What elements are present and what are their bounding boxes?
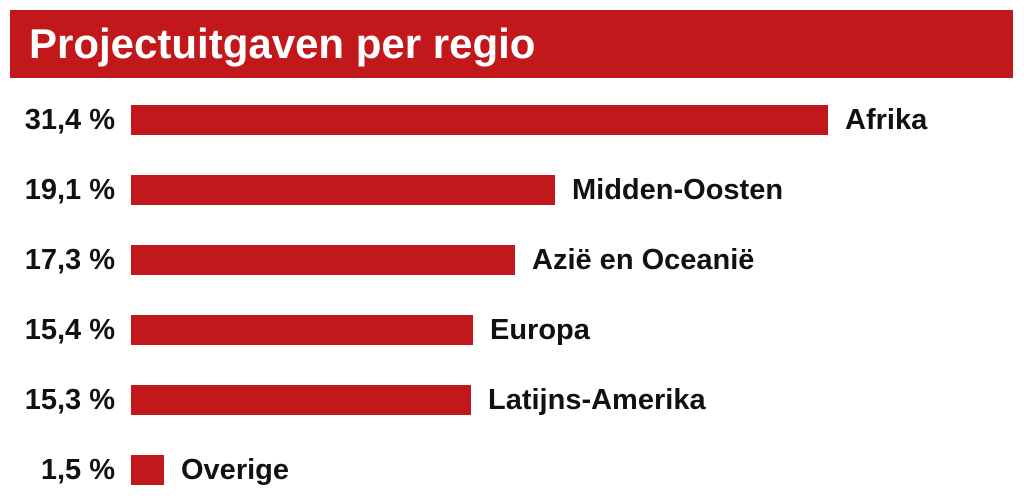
category-label: Azië en Oceanië (532, 243, 755, 276)
chart-title-banner: Projectuitgaven per regio (10, 10, 1013, 78)
bar (131, 455, 164, 485)
bar-chart-rows: 31,4 % Afrika 19,1 % Midden-Oosten 17,3 % Azi… (0, 85, 1024, 504)
value-label: 1,5 % (40, 453, 115, 486)
category-label: Overige (181, 453, 289, 486)
category-label: Europa (490, 313, 590, 346)
value-label: 31,4 % (24, 103, 115, 136)
value-label: 19,1 % (24, 173, 115, 206)
bar (131, 175, 555, 205)
bar (131, 385, 471, 415)
chart-title: Projectuitgaven per regio (29, 20, 536, 67)
category-label: Latijns-Amerika (488, 383, 706, 416)
value-label: 15,3 % (24, 383, 115, 416)
category-label: Midden-Oosten (572, 173, 784, 206)
category-label: Afrika (845, 103, 928, 136)
chart-row: 17,3 % Azië en Oceanië (0, 225, 1024, 295)
chart-row: 15,4 % Europa (0, 295, 1024, 365)
value-label: 15,4 % (24, 313, 115, 346)
chart-row: 19,1 % Midden-Oosten (0, 155, 1024, 225)
chart-row: 15,3 % Latijns-Amerika (0, 365, 1024, 435)
chart-row: 1,5 % Overige (0, 435, 1024, 504)
chart-row: 31,4 % Afrika (0, 85, 1024, 155)
bar (131, 315, 473, 345)
value-label: 17,3 % (24, 243, 115, 276)
bar (131, 105, 828, 135)
bar (131, 245, 515, 275)
